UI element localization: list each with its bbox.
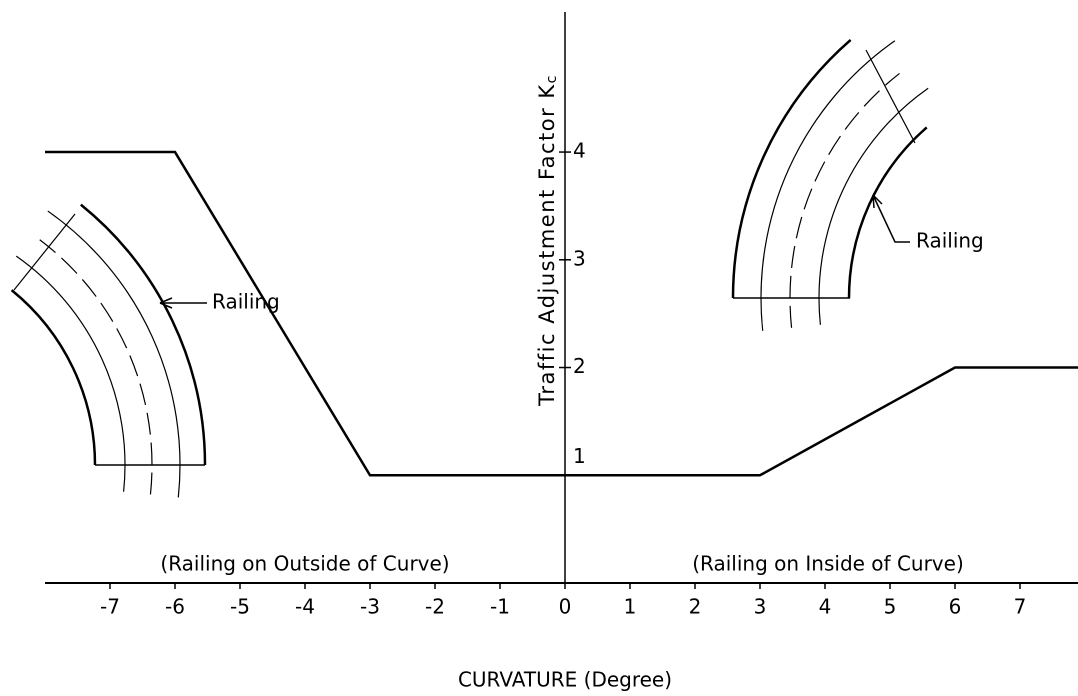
sketch-arc <box>81 205 205 465</box>
y-axis-label-subscript: c <box>544 74 560 83</box>
sketch-arc <box>16 256 125 492</box>
x-tick-label: -3 <box>360 595 380 619</box>
sketch-arc <box>849 127 927 298</box>
y-axis-label-main: Traffic Adjustment Factor K <box>535 83 559 407</box>
x-tick-label: -5 <box>230 595 250 619</box>
sketch-arc <box>12 290 95 465</box>
sketch-arc <box>790 73 900 327</box>
x-tick-label: 2 <box>689 595 702 619</box>
leader-arrow <box>873 195 910 242</box>
sketch-arc <box>761 41 895 331</box>
y-axis-label: Traffic Adjustment Factor Kc <box>535 74 560 407</box>
x-tick-label: 7 <box>1014 595 1027 619</box>
x-tick-label: -2 <box>425 595 445 619</box>
x-tick-label: 6 <box>949 595 962 619</box>
y-tick-label: 1 <box>573 444 586 468</box>
x-tick-label: -1 <box>490 595 510 619</box>
annotation: (Railing on Inside of Curve) <box>692 552 964 576</box>
annotation: Railing <box>916 229 984 253</box>
x-tick-label: -7 <box>100 595 120 619</box>
data-line <box>45 152 1078 475</box>
annotation: (Railing on Outside of Curve) <box>160 552 449 576</box>
sketch-arc <box>48 211 180 497</box>
x-tick-label: 3 <box>754 595 767 619</box>
x-tick-label: -4 <box>295 595 315 619</box>
y-tick-label: 3 <box>573 246 586 270</box>
x-tick-label: 0 <box>559 595 572 619</box>
x-tick-label: 4 <box>819 595 832 619</box>
y-tick-label: 2 <box>573 354 586 378</box>
sketch-arc <box>733 40 851 298</box>
chart: CURVATURE (Degree) Traffic Adjustment Fa… <box>0 0 1078 696</box>
leader-arrow <box>160 298 207 308</box>
x-tick-label: 1 <box>624 595 637 619</box>
y-tick-label: 4 <box>573 139 586 163</box>
x-tick-label: 5 <box>884 595 897 619</box>
x-axis-label: CURVATURE (Degree) <box>458 668 672 692</box>
curve-sketches <box>12 40 929 498</box>
x-tick-label: -6 <box>165 595 185 619</box>
